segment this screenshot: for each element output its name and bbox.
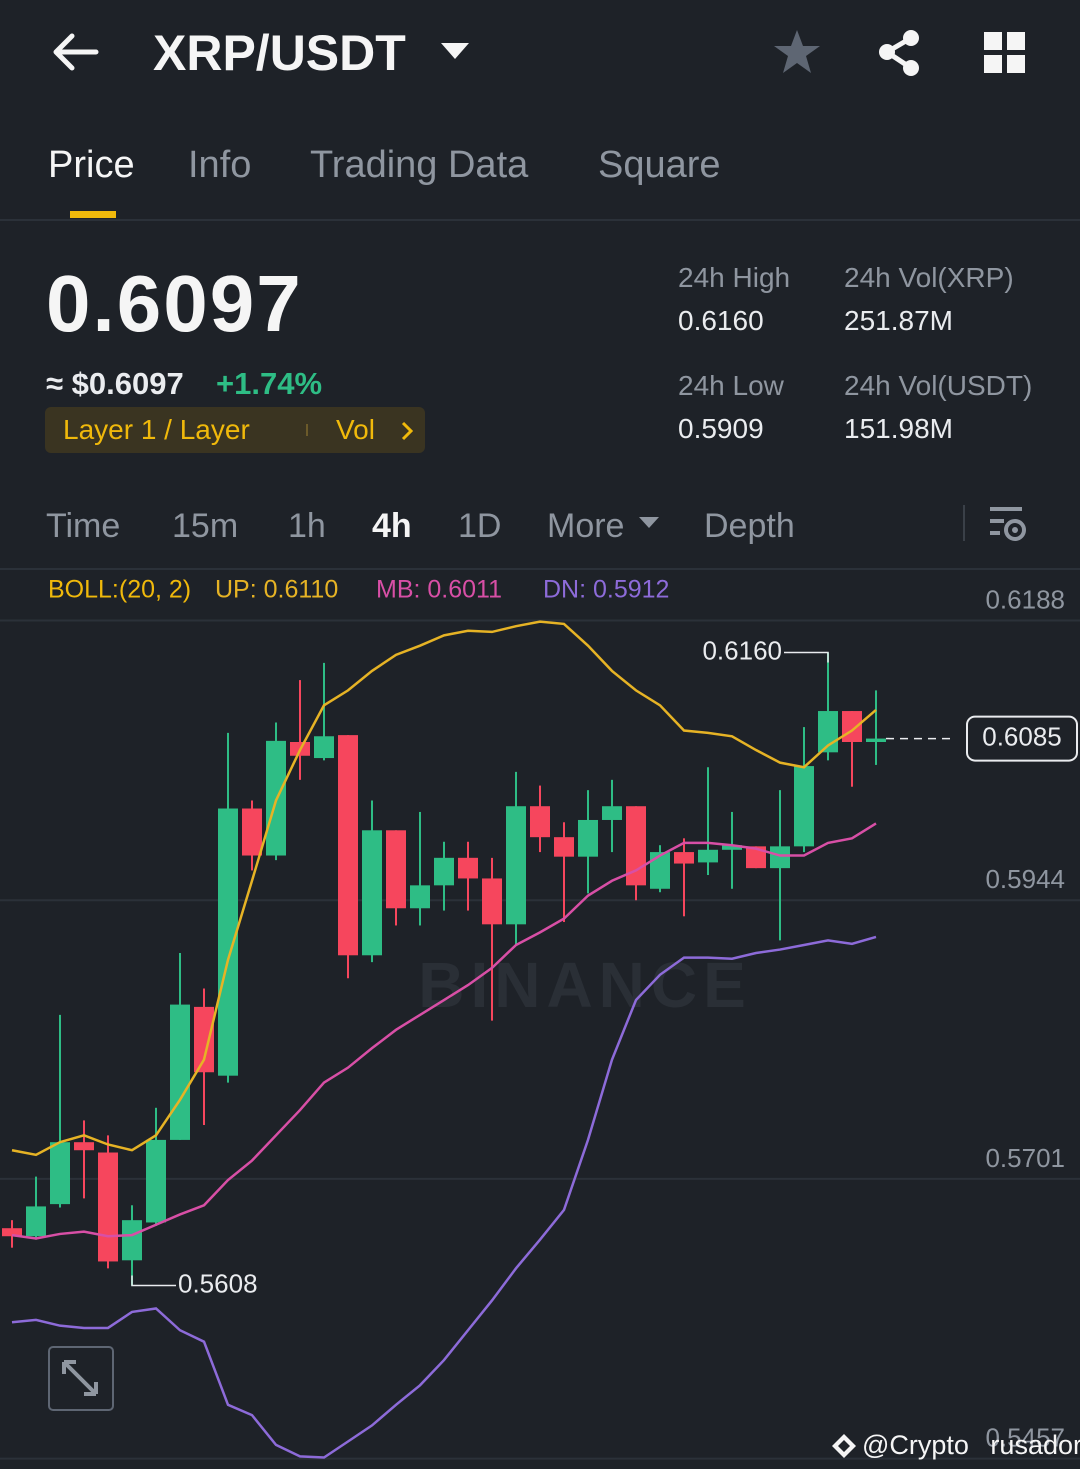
separator: [963, 505, 965, 541]
candle-body: [170, 1004, 190, 1140]
candle-body: [362, 830, 382, 956]
last-price-box: [966, 715, 1078, 762]
candle-body: [338, 735, 358, 956]
candle-body: [794, 766, 814, 847]
y-tick-label: 0.5457: [985, 1423, 1065, 1453]
share-icon[interactable]: [875, 28, 925, 78]
candle-body: [50, 1142, 70, 1205]
indicator-label: BOLL:(20, 2): [48, 576, 191, 604]
candle-body: [578, 819, 598, 857]
boll-line: [11, 620, 877, 1157]
price-change: +1.74%: [216, 366, 323, 401]
timeframe[interactable]: 15m: [172, 507, 239, 545]
candle-body: [554, 837, 574, 857]
candle-body: [458, 857, 478, 879]
stat-value: 0.6160: [678, 305, 764, 336]
candle-body: [530, 806, 550, 838]
tag-chevron[interactable]: [400, 420, 416, 442]
credit: @Crypto rusador: [862, 1430, 1080, 1460]
candle-body: [410, 885, 430, 909]
stat-label: 24h Vol(XRP): [844, 262, 1014, 293]
divider: [0, 568, 1080, 570]
pair-dropdown[interactable]: [440, 42, 470, 62]
stat-value: 0.5909: [678, 413, 764, 444]
candle-body: [842, 711, 862, 743]
stat-label: 24h High: [678, 262, 791, 293]
candle-body: [74, 1142, 94, 1151]
credit-icon: [832, 1434, 856, 1458]
more-dropdown[interactable]: [638, 516, 660, 530]
candle-body: [218, 808, 238, 1076]
usd-price: ≈ $0.6097: [46, 366, 184, 401]
annotation-line: [784, 651, 829, 663]
timeframe[interactable]: 1h: [288, 507, 326, 545]
candle-body: [626, 806, 646, 886]
candle-body: [602, 806, 622, 820]
candle-body: [242, 808, 262, 856]
candle-body: [650, 852, 670, 889]
timeframe[interactable]: More: [547, 507, 625, 545]
tag-action[interactable]: Vol: [336, 414, 375, 445]
candle-body: [314, 736, 334, 759]
last-price: 0.6097: [46, 259, 303, 348]
candle-body: [26, 1206, 46, 1237]
candle-body: [698, 849, 718, 863]
candlestick-chart: BOLL:(20, 2) BINANCE 0.6188 0.5944 0.5701 0.…: [0, 576, 1080, 1460]
annotation-line: [131, 1275, 176, 1287]
candle-body: [194, 1006, 214, 1073]
pair-title[interactable]: XRP/USDT: [153, 25, 406, 81]
candle-body: [386, 830, 406, 909]
legend-entry: DN: 0.5912: [543, 576, 669, 604]
timeframe[interactable]: Time: [46, 507, 121, 545]
candle-body: [482, 878, 502, 925]
favorite-icon[interactable]: [772, 28, 822, 76]
candle-body: [722, 845, 742, 850]
candle-body: [674, 852, 694, 864]
tab[interactable]: Trading Data: [310, 144, 529, 186]
legend-entry: UP: 0.6110: [215, 576, 338, 604]
grid-icon[interactable]: [984, 32, 1028, 74]
tag-separator: [306, 424, 308, 436]
timeframe[interactable]: Depth: [704, 507, 795, 545]
tab-indicator: [70, 211, 116, 218]
candle-body: [146, 1139, 166, 1223]
y-tick-label: 0.5701: [985, 1143, 1065, 1173]
y-tick-label: 0.5944: [985, 864, 1065, 894]
candle-body: [434, 857, 454, 886]
boll-line: [11, 935, 877, 1459]
candle-body: [122, 1220, 142, 1261]
back-button[interactable]: [48, 30, 108, 74]
candle-body: [2, 1228, 22, 1237]
candle-body: [866, 738, 886, 743]
boll-line: [11, 822, 877, 1240]
watermark: BINANCE: [418, 949, 752, 1021]
stat-value: 151.98M: [844, 413, 953, 444]
tab[interactable]: Info: [188, 144, 252, 186]
last-price-label: 0.6085: [982, 721, 1062, 751]
tag-label[interactable]: Layer 1 / Layer: [63, 414, 250, 445]
timeframe[interactable]: 4h: [372, 507, 412, 545]
legend-entry: MB: 0.6011: [376, 576, 502, 604]
tag-box[interactable]: [45, 407, 425, 453]
candle-body: [506, 806, 526, 925]
expand-button[interactable]: [48, 1346, 114, 1411]
divider: [0, 219, 1080, 221]
stat-label: 24h Vol(USDT): [844, 370, 1033, 401]
chart-settings-icon[interactable]: [988, 505, 1028, 545]
tab[interactable]: Price: [48, 144, 135, 186]
tab[interactable]: Square: [598, 144, 721, 186]
annotation-label: 0.5608: [178, 1268, 258, 1298]
candle-body: [98, 1152, 118, 1262]
candle-body: [746, 846, 766, 869]
timeframe[interactable]: 1D: [458, 507, 502, 545]
candle-body: [770, 846, 790, 869]
y-tick-label: 0.6188: [985, 584, 1065, 614]
annotation-label: 0.6160: [702, 635, 782, 665]
stat-label: 24h Low: [678, 370, 784, 401]
stat-value: 251.87M: [844, 305, 953, 336]
